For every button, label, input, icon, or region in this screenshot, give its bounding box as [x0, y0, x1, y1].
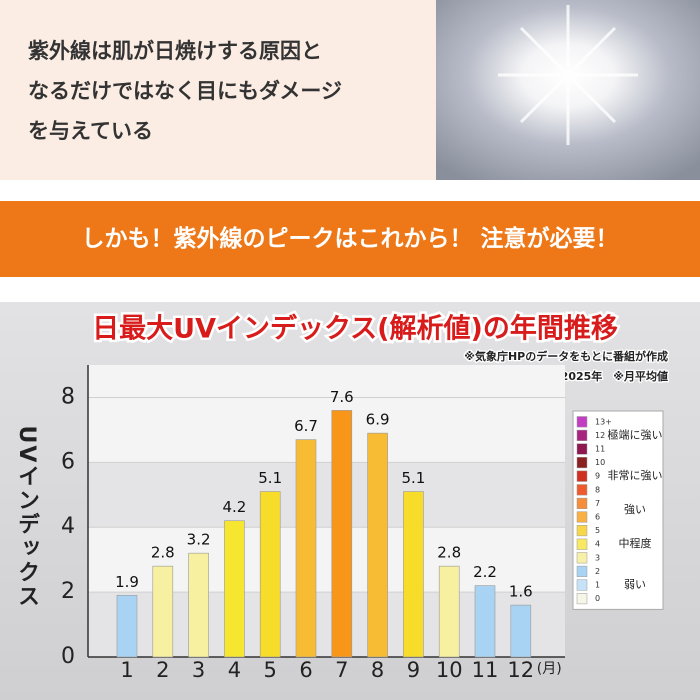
y-tick-label: 2: [61, 579, 75, 604]
value-label: 3.2: [187, 531, 211, 549]
y-tick-label: 6: [61, 449, 75, 474]
value-label: 7.6: [330, 388, 354, 406]
value-label: 5.1: [258, 469, 282, 487]
legend-level: 5: [595, 526, 600, 535]
x-tick-label: 7: [335, 658, 348, 682]
y-tick-label: 4: [61, 514, 75, 539]
legend-swatch: [576, 457, 588, 469]
bar: [403, 491, 424, 658]
x-tick-label: 4: [228, 658, 241, 682]
bar: [295, 439, 317, 658]
value-label: 4.2: [222, 498, 246, 516]
legend-level: 1: [595, 581, 600, 590]
legend-level: 9: [595, 472, 600, 481]
x-tick-label: 2: [156, 658, 169, 682]
legend-class: 非常に強い: [608, 469, 663, 482]
legend-class: 中程度: [619, 536, 652, 550]
bar: [116, 595, 138, 658]
legend-class: 強い: [624, 503, 646, 516]
value-label: 1.6: [509, 583, 533, 601]
intro-line: 紫外線は肌が日焼けする原因と: [28, 39, 322, 63]
legend-class: 弱い: [624, 578, 646, 591]
x-tick-label: 3: [192, 658, 205, 682]
bar: [152, 565, 174, 658]
legend-level: 10: [595, 458, 605, 467]
bar: [224, 520, 245, 658]
legend-box: [572, 410, 664, 610]
bar: [510, 604, 532, 658]
bar: [367, 432, 388, 658]
legend-swatch: [576, 552, 588, 564]
legend-level: 6: [595, 513, 600, 522]
sun-photo: [436, 0, 700, 180]
banner: しかも！紫外線のピークはこれから！ 注意が必要！: [0, 201, 700, 277]
x-tick-label: 10: [436, 658, 463, 682]
legend-swatch: [576, 565, 588, 577]
x-tick-label: 8: [371, 658, 384, 682]
legend-level: 7: [595, 499, 600, 508]
bar: [259, 491, 281, 658]
bar: [331, 410, 353, 658]
y-tick-label: 8: [61, 384, 75, 409]
intro-line: を与えている: [28, 119, 153, 143]
legend-swatch: [576, 511, 588, 523]
x-tick-label: 11: [472, 658, 499, 682]
x-tick-label: 1: [120, 658, 133, 682]
x-tick-label: 5: [264, 658, 277, 682]
y-tick-label: 0: [61, 644, 75, 669]
legend-swatch: [576, 593, 588, 605]
legend-level: 3: [595, 553, 600, 562]
legend-swatch: [576, 538, 588, 550]
legend-swatch: [576, 470, 588, 482]
value-label: 1.9: [115, 573, 139, 591]
value-label: 6.9: [366, 411, 390, 429]
x-tick-label: 12: [507, 658, 534, 682]
x-unit: (月): [537, 661, 562, 677]
value-label: 2.2: [473, 563, 497, 581]
intro-line: なるだけではなく目にもダメージ: [28, 79, 342, 103]
value-label: 6.7: [294, 417, 318, 435]
legend-swatch: [576, 525, 588, 537]
legend-swatch: [576, 497, 588, 509]
grid-band: [88, 462, 565, 528]
bar: [188, 552, 209, 658]
note: ※気象庁HPのデータをもとに番組が作成: [464, 349, 668, 363]
legend-class: 極端に強い: [608, 427, 663, 441]
value-label: 5.1: [401, 469, 425, 487]
legend-swatch: [576, 443, 588, 455]
legend-swatch: [576, 484, 588, 496]
value-label: 2.8: [151, 544, 175, 562]
bar: [438, 565, 460, 658]
legend-level: 4: [595, 540, 600, 549]
legend-swatch: [576, 429, 588, 441]
legend-level: 13+: [595, 417, 612, 426]
legend-level: 12: [595, 431, 605, 440]
y-axis-label: UVインデックス: [14, 426, 39, 609]
legend-swatch: [576, 579, 588, 591]
value-label: 2.8: [437, 544, 461, 562]
legend-level: 11: [595, 445, 605, 454]
legend-swatch: [576, 416, 588, 428]
intro-panel: 紫外線は肌が日焼けする原因と なるだけではなく目にもダメージ を与えている: [0, 0, 436, 180]
legend-level: 2: [595, 567, 600, 576]
x-tick-label: 9: [407, 658, 420, 682]
legend-level: 0: [595, 594, 600, 603]
legend-level: 8: [595, 485, 600, 494]
chart-title: 日最大UVインデックス(解析値)の年間推移: [92, 313, 618, 345]
chart: 日最大UVインデックス(解析値)の年間推移 ※気象庁HPのデータをもとに番組が作…: [0, 302, 700, 700]
bar: [474, 585, 496, 658]
x-tick-label: 6: [299, 658, 312, 682]
